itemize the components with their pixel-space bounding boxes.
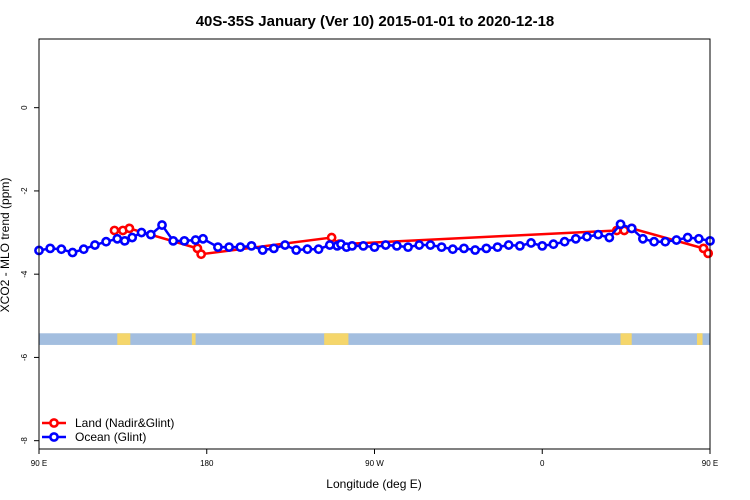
data-point xyxy=(101,236,111,247)
data-point xyxy=(347,240,358,251)
ocean-band xyxy=(39,333,710,345)
data-point xyxy=(213,242,223,253)
data-point xyxy=(570,233,581,244)
data-point xyxy=(470,245,481,255)
data-point xyxy=(78,244,89,255)
y-tick-label: -8 xyxy=(20,437,29,445)
data-point xyxy=(168,235,179,246)
y-axis-label: XCO2 - MLO trend (ppm) xyxy=(0,178,12,313)
legend: Land (Nadir&Glint)Ocean (Glint) xyxy=(42,416,174,444)
data-point xyxy=(268,243,279,254)
y-tick-label: 0 xyxy=(20,105,29,110)
legend-label: Ocean (Glint) xyxy=(75,430,146,444)
data-point xyxy=(196,249,207,260)
data-point xyxy=(626,223,637,234)
data-point xyxy=(109,225,120,236)
data-point xyxy=(67,247,78,258)
data-point xyxy=(660,236,671,247)
data-point xyxy=(481,243,492,254)
chart-title: 40S-35S January (Ver 10) 2015-01-01 to 2… xyxy=(196,13,555,30)
data-point xyxy=(326,232,337,243)
data-point xyxy=(56,244,67,255)
plot-frame xyxy=(38,38,711,450)
x-tick-label: 90 E xyxy=(31,459,47,468)
data-point xyxy=(537,240,548,251)
land-ocean-strip xyxy=(39,333,710,345)
x-tick-label: 90 E xyxy=(702,459,718,468)
data-point xyxy=(582,231,592,242)
data-point xyxy=(127,232,138,243)
data-point xyxy=(45,243,56,254)
data-point xyxy=(514,240,525,251)
data-point xyxy=(503,240,514,250)
data-point xyxy=(124,223,135,234)
data-point xyxy=(436,242,447,253)
data-point xyxy=(403,242,413,253)
data-point xyxy=(313,244,324,255)
data-point xyxy=(559,236,570,247)
data-point xyxy=(119,235,130,246)
data-point xyxy=(358,240,369,251)
x-axis-label: Longitude (deg E) xyxy=(326,477,421,491)
data-point xyxy=(112,233,123,244)
data-point xyxy=(682,232,693,243)
data-point xyxy=(593,229,604,240)
data-point xyxy=(190,235,201,245)
data-point xyxy=(145,229,156,240)
data-point xyxy=(90,240,100,250)
y-tick-label: -4 xyxy=(20,270,29,278)
axes: 90 E 180 90 W 0 90 E 0 -2 -4 -6 -8 xyxy=(20,105,718,468)
data-point xyxy=(369,242,380,253)
data-point xyxy=(548,239,559,250)
y-tick-label: -6 xyxy=(20,353,29,361)
series-layer xyxy=(34,219,715,260)
data-point xyxy=(703,248,714,259)
data-point xyxy=(302,244,313,255)
data-point xyxy=(136,227,147,238)
data-point xyxy=(324,240,335,250)
data-point xyxy=(615,219,626,230)
data-point xyxy=(671,235,682,245)
data-point xyxy=(157,220,167,230)
data-point xyxy=(649,236,659,247)
data-point xyxy=(425,240,436,250)
land-patch xyxy=(191,333,196,345)
data-point xyxy=(198,233,208,244)
legend-marker xyxy=(49,418,59,428)
data-point xyxy=(380,240,391,250)
data-point xyxy=(459,243,469,254)
legend-label: Land (Nadir&Glint) xyxy=(75,416,174,430)
data-point xyxy=(604,232,615,243)
x-tick-label: 90 W xyxy=(365,459,384,468)
data-point xyxy=(246,240,257,251)
data-point xyxy=(693,233,704,244)
legend-marker xyxy=(49,432,59,442)
land-patch xyxy=(696,333,703,345)
data-point xyxy=(391,240,402,251)
data-point xyxy=(235,242,246,253)
data-point xyxy=(447,244,458,255)
series-1 xyxy=(34,219,715,258)
data-point xyxy=(280,240,290,250)
data-point xyxy=(224,242,235,253)
land-patch xyxy=(324,333,349,345)
y-tick-label: -2 xyxy=(20,187,29,195)
land-patch xyxy=(117,333,131,345)
data-point xyxy=(638,233,648,244)
data-point xyxy=(291,245,302,255)
land-patch xyxy=(620,333,632,345)
data-point xyxy=(492,242,503,253)
data-point xyxy=(414,240,425,250)
data-point xyxy=(257,245,268,255)
data-point xyxy=(526,238,536,248)
data-point xyxy=(179,235,190,246)
x-tick-label: 180 xyxy=(200,459,214,468)
x-tick-label: 0 xyxy=(540,459,545,468)
